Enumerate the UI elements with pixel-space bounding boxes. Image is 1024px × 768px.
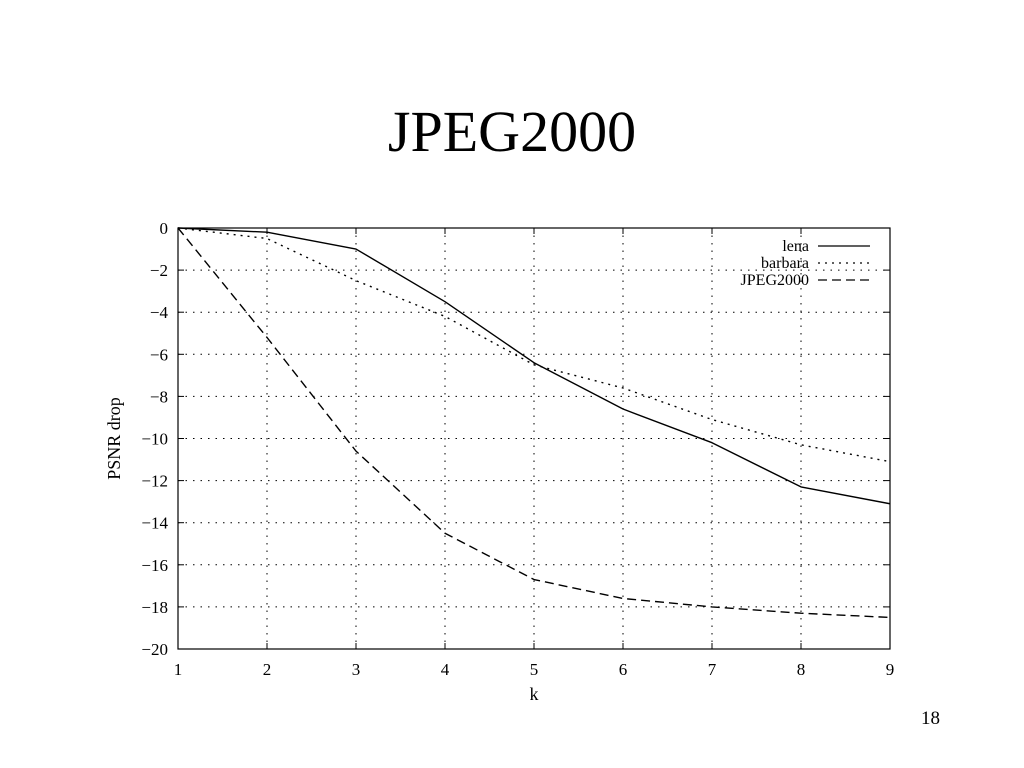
y-tick-label: 0: [160, 219, 169, 238]
series-line-barbara: [177, 227, 891, 463]
series-lines: [177, 227, 891, 619]
y-tick-label: −12: [141, 472, 168, 491]
y-tick-label: −6: [150, 345, 168, 364]
legend-label: barbara: [761, 255, 809, 272]
y-tick-label: −18: [141, 598, 168, 617]
slide-title: JPEG2000: [387, 99, 637, 164]
x-tick-label: 1: [174, 660, 183, 679]
y-tick-label: −20: [141, 640, 168, 659]
legend-label: JPEG2000: [741, 272, 809, 289]
x-tick-label: 3: [352, 660, 361, 679]
y-axis-title: PSNR drop: [104, 397, 124, 480]
series-line-jpeg2000: [177, 227, 891, 619]
x-tick-label: 2: [263, 660, 272, 679]
y-tick-label: −10: [141, 430, 168, 449]
x-tick-label: 5: [530, 660, 539, 679]
axis-ticks: 1 2 3 4 5 6 7 8 9 0 −2 −4 −6 −8 −10 −12 −14 −16 −18 −20: [141, 219, 894, 679]
y-tick-label: −2: [150, 261, 168, 280]
page-number: 18: [921, 708, 940, 729]
y-tick-label: −16: [141, 556, 168, 575]
x-axis-title: k: [530, 684, 539, 704]
y-tick-label: −8: [150, 387, 168, 406]
y-tick-label: −4: [150, 303, 169, 322]
x-tick-label: 6: [619, 660, 628, 679]
x-tick-label: 9: [886, 660, 895, 679]
grid-lines: [178, 228, 890, 649]
y-tick-label: −14: [141, 514, 168, 533]
x-tick-label: 4: [441, 660, 450, 679]
x-tick-label: 8: [797, 660, 806, 679]
series-line-lena: [177, 227, 891, 505]
legend-label: lena: [782, 238, 809, 255]
x-tick-label: 7: [708, 660, 717, 679]
